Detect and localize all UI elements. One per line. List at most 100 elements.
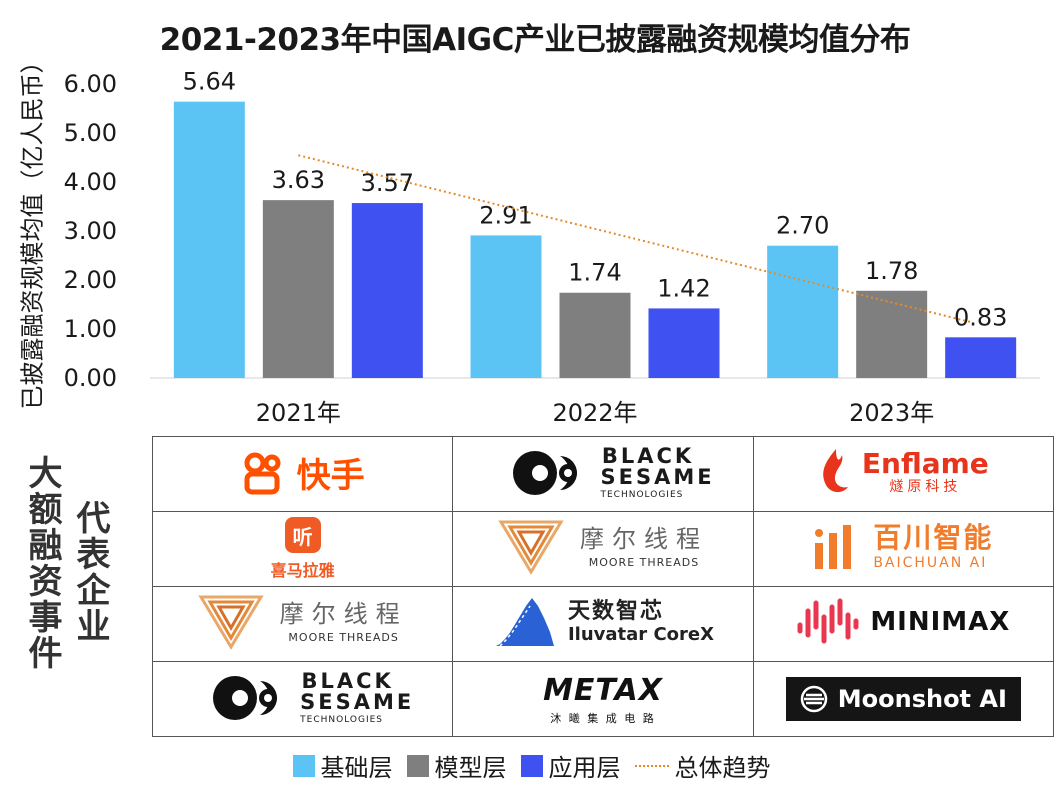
logo-cell: METAX 沐 曦 集 成 电 路 — [452, 661, 754, 737]
legend-trend-line — [634, 764, 669, 767]
x-tick-label: 2022年 — [552, 399, 637, 427]
minimax-icon — [797, 598, 859, 644]
black-sesame-icon — [513, 451, 578, 495]
bar — [945, 337, 1017, 378]
logo-cell: BLACK SESAME TECHNOLOGIES — [452, 436, 754, 512]
moore-threads-icon — [498, 520, 564, 575]
data-label: 2.70 — [776, 212, 829, 240]
enflame-sub: 燧原科技 — [889, 479, 962, 495]
legend-item-foundation: 基础层 — [292, 748, 393, 783]
data-label: 3.57 — [361, 169, 414, 197]
legend-swatch — [292, 754, 315, 777]
data-label: 2.91 — [479, 201, 532, 229]
ximalaya-icon: 听 — [284, 517, 321, 553]
black-sesame-name: BLACK SESAME — [600, 444, 715, 489]
metax-logo: METAX 沐 曦 集 成 电 路 — [543, 673, 663, 726]
trend-line — [298, 154, 972, 324]
chart-title: 2021-2023年中国AIGC产业已披露融资规模均值分布 — [159, 22, 911, 58]
black-sesame-name: BLACK SESAME — [300, 669, 415, 714]
x-tick-label: 2023年 — [849, 399, 934, 427]
black-sesame-logo: BLACK SESAME TECHNOLOGIES — [210, 669, 415, 725]
bar — [470, 235, 542, 378]
iluvatar-icon — [495, 598, 554, 647]
data-label: 3.63 — [272, 166, 325, 194]
legend-label: 应用层 — [548, 754, 621, 782]
bar — [173, 101, 245, 378]
black-sesame-sub: TECHNOLOGIES — [600, 490, 684, 500]
y-tick-label: 6.00 — [64, 70, 117, 98]
legend-label: 基础层 — [320, 754, 393, 782]
metax-name: METAX — [543, 672, 663, 708]
bar — [351, 203, 423, 378]
bar-chart: 0.00 1.00 2.00 3.00 4.00 5.00 6.00 5.64 3.63 3.57… — [64, 68, 1040, 427]
data-label: 5.64 — [183, 68, 236, 96]
side-label-large-financing: 大额融资事件 — [22, 455, 62, 671]
bar — [856, 290, 928, 378]
bar — [262, 200, 334, 378]
moore-threads-logo: 摩尔线程 MOORE THREADS — [198, 593, 408, 651]
ximalaya-logo: 听 喜马拉雅 — [271, 517, 335, 581]
logo-cell: 快手 — [151, 436, 454, 512]
bar — [559, 292, 631, 378]
baichuan-name: 百川智能 — [873, 521, 994, 554]
moore-threads-logo: 摩尔线程 MOORE THREADS — [498, 518, 708, 576]
enflame-logo: Enflame 燧原科技 — [818, 447, 989, 497]
logo-cell: 百川智能 BAICHUAN AI — [752, 511, 1055, 587]
data-label: 1.42 — [657, 274, 710, 302]
minimax-name: MINIMAX — [870, 607, 1011, 637]
moonshot-name: Moonshot AI — [837, 685, 1007, 713]
logo-cell: BLACK SESAME TECHNOLOGIES — [151, 661, 454, 737]
metax-sub: 沐 曦 集 成 电 路 — [550, 711, 656, 725]
data-label: 1.74 — [568, 259, 621, 287]
side-label-representative-companies: 代表企业 — [70, 500, 110, 644]
legend-item-model: 模型层 — [406, 748, 507, 783]
iluvatar-logo: 天数智芯 Iluvatar CoreX — [492, 596, 714, 648]
logo-cell: 天数智芯 Iluvatar CoreX — [452, 586, 754, 662]
moonshot-logo: Moonshot AI — [785, 677, 1021, 721]
bar — [648, 308, 720, 378]
kuaishou-icon — [244, 452, 281, 495]
baichuan-logo: 百川智能 BAICHUAN AI — [813, 523, 993, 571]
bar — [767, 245, 839, 378]
enflame-name: Enflame — [861, 447, 989, 480]
legend-item-trend: 总体趋势 — [634, 748, 771, 783]
y-tick-label: 3.00 — [64, 217, 117, 245]
minimax-logo: MINIMAX — [796, 597, 1010, 647]
y-tick-label: 2.00 — [64, 266, 117, 294]
baichuan-sub: BAICHUAN AI — [873, 555, 988, 571]
kuaishou-logo: 快手 — [241, 448, 365, 497]
flame-icon — [823, 449, 848, 493]
logo-cell: 摩尔线程 MOORE THREADS — [452, 511, 754, 587]
moore-threads-sub: MOORE THREADS — [288, 630, 399, 644]
data-label: 1.78 — [865, 257, 918, 285]
chart-legend: 基础层 模型层 应用层 总体趋势 — [0, 748, 1063, 783]
company-logo-grid: 快手 BLACK SESAME TECHNOLOGIES — [151, 436, 1055, 737]
moore-threads-name: 摩尔线程 — [279, 599, 408, 628]
kuaishou-name: 快手 — [296, 456, 365, 497]
moonshot-icon — [800, 685, 827, 713]
y-tick-label: 1.00 — [64, 315, 117, 343]
legend-label: 模型层 — [434, 754, 507, 782]
logo-cell: 听 喜马拉雅 — [151, 511, 454, 587]
legend-label: 总体趋势 — [674, 754, 771, 782]
iluvatar-sub: Iluvatar CoreX — [567, 623, 714, 645]
logo-cell: Moonshot AI — [752, 661, 1055, 737]
data-label: 0.83 — [954, 303, 1007, 331]
legend-swatch — [406, 754, 429, 777]
moore-threads-name: 摩尔线程 — [579, 524, 708, 553]
logo-cell: Enflame 燧原科技 — [752, 436, 1055, 512]
moore-threads-sub: MOORE THREADS — [588, 555, 700, 569]
black-sesame-icon — [213, 676, 278, 720]
logo-cell: MINIMAX — [752, 586, 1055, 662]
moore-threads-icon — [198, 595, 264, 650]
y-tick-label: 5.00 — [64, 119, 117, 147]
iluvatar-name: 天数智芯 — [567, 598, 664, 624]
y-tick-label: 4.00 — [64, 168, 117, 196]
y-tick-label: 0.00 — [64, 364, 117, 392]
logo-cell: 摩尔线程 MOORE THREADS — [151, 586, 454, 662]
black-sesame-sub: TECHNOLOGIES — [300, 715, 384, 725]
legend-item-application: 应用层 — [520, 748, 621, 783]
black-sesame-logo: BLACK SESAME TECHNOLOGIES — [510, 444, 715, 500]
x-tick-label: 2021年 — [256, 399, 341, 427]
baichuan-icon — [815, 525, 852, 569]
